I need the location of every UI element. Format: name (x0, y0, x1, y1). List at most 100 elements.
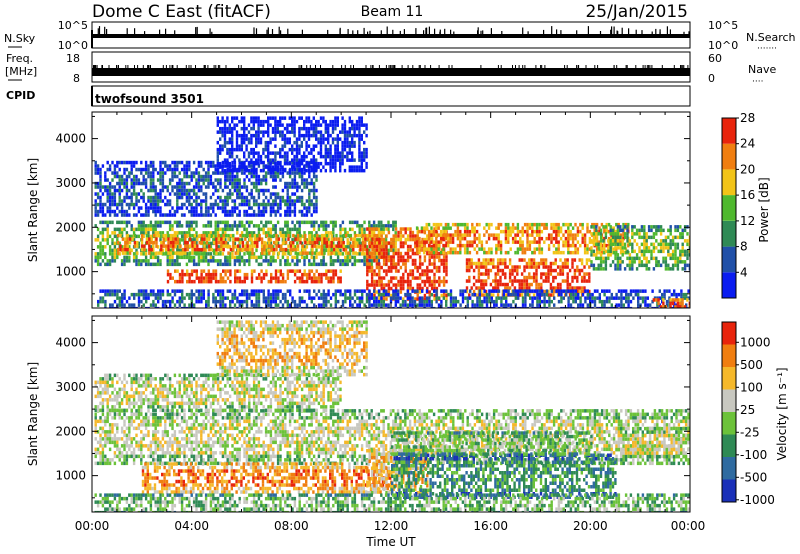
heatmap-cell (221, 252, 225, 256)
heatmap-cell (310, 123, 313, 127)
heatmap-cell (378, 230, 381, 235)
heatmap-cell (157, 233, 161, 238)
heatmap-cell (308, 220, 311, 225)
heatmap-cell (149, 164, 153, 168)
heatmap-cell (293, 161, 296, 166)
heatmap-cell (378, 241, 381, 245)
heatmap-cell (380, 230, 383, 235)
heatmap-cell (375, 272, 379, 277)
heatmap-cell (257, 116, 260, 120)
heatmap-cell (231, 178, 234, 182)
heatmap-cell (430, 247, 433, 251)
heatmap-cell (390, 258, 393, 263)
heatmap-cell (325, 244, 329, 248)
heatmap-cell (482, 282, 485, 287)
heatmap-cell (264, 174, 268, 179)
heatmap-cell (399, 276, 403, 280)
heatmap-cell (120, 209, 124, 214)
heatmap-cell (252, 171, 256, 175)
heatmap-cell (144, 160, 148, 165)
heatmap-cell (111, 195, 114, 200)
heatmap-cell (119, 233, 122, 238)
heatmap-cell (276, 202, 280, 207)
heatmap-cell (156, 231, 160, 235)
heatmap-cell (96, 209, 100, 214)
heatmap-cell (144, 206, 148, 210)
heatmap-cell (212, 238, 215, 242)
heatmap-cell (595, 242, 598, 247)
heatmap-cell (125, 181, 129, 186)
heatmap-cell (312, 133, 315, 138)
heatmap-cell (116, 247, 120, 252)
heatmap-cell (604, 256, 608, 261)
heatmap-cell (303, 269, 306, 273)
heatmap-cell (336, 144, 339, 148)
heatmap-cell (269, 123, 272, 127)
heatmap-cell (327, 130, 330, 134)
heatmap-cell (286, 227, 289, 232)
heatmap-cell (132, 192, 136, 196)
heatmap-cell (583, 240, 587, 244)
heatmap-cell (228, 174, 232, 179)
heatmap-cell (616, 228, 620, 233)
heatmap-cell (404, 262, 407, 266)
heatmap-cell (133, 240, 137, 245)
nave-tick (597, 65, 599, 68)
heatmap-cell (255, 188, 258, 193)
nsky-spike (347, 29, 349, 34)
heatmap-cell (240, 259, 244, 263)
heatmap-cell (650, 235, 653, 240)
heatmap-cell (180, 206, 184, 210)
heatmap-cell (252, 174, 256, 179)
heatmap-cell (250, 140, 253, 145)
heatmap-cell (279, 227, 282, 232)
heatmap-cell (106, 234, 109, 239)
heatmap-cell (385, 297, 388, 301)
nave-dots: ···· (752, 77, 763, 87)
heatmap-cell (204, 213, 208, 217)
heatmap-cell (252, 252, 256, 256)
heatmap-cell (588, 279, 591, 283)
heatmap-cell (528, 272, 531, 276)
heatmap-cell (547, 272, 550, 276)
heatmap-cell (533, 229, 536, 234)
heatmap-cell (255, 144, 258, 148)
heatmap-cell (559, 236, 563, 241)
heatmap-cell (269, 255, 273, 260)
heatmap-cell (341, 151, 344, 155)
heatmap-cell (336, 137, 339, 141)
heatmap-cell (207, 231, 210, 235)
heatmap-cell (528, 261, 531, 266)
heatmap-cell (347, 240, 350, 245)
heatmap-cell (279, 272, 282, 277)
heatmap-cell (511, 265, 514, 269)
heatmap-cell (111, 248, 114, 253)
heatmap-cell (300, 234, 304, 239)
heatmap-cell (363, 252, 366, 256)
heatmap-cell (616, 239, 620, 243)
heatmap-cell (348, 140, 351, 145)
heatmap-cell (336, 154, 339, 159)
heatmap-cell (293, 192, 297, 196)
heatmap-cell (659, 263, 663, 268)
heatmap-cell (368, 269, 371, 273)
heatmap-cell (307, 151, 311, 155)
heatmap-cell (96, 195, 100, 200)
heatmap-cell (295, 119, 299, 124)
heatmap-cell (609, 263, 612, 268)
heatmap-cell (478, 240, 481, 244)
heatmap-cell (246, 272, 249, 277)
heatmap-cell (475, 236, 479, 241)
heatmap-cell (205, 276, 208, 280)
nsky-spike (267, 27, 269, 34)
heatmap-cell (147, 174, 150, 179)
nave-tick (419, 65, 421, 68)
heatmap-cell (277, 279, 280, 284)
heatmap-cell (538, 233, 541, 237)
heatmap-cell (186, 272, 189, 277)
heatmap-cell (279, 167, 282, 172)
heatmap-cell (238, 245, 241, 249)
heatmap-cell (375, 224, 378, 228)
nave-tick (564, 65, 566, 68)
heatmap-cell (426, 272, 429, 277)
